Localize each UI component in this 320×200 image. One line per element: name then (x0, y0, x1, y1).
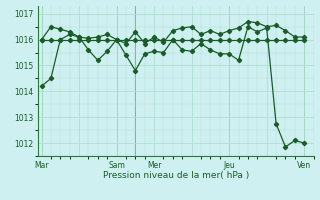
X-axis label: Pression niveau de la mer( hPa ): Pression niveau de la mer( hPa ) (103, 171, 249, 180)
